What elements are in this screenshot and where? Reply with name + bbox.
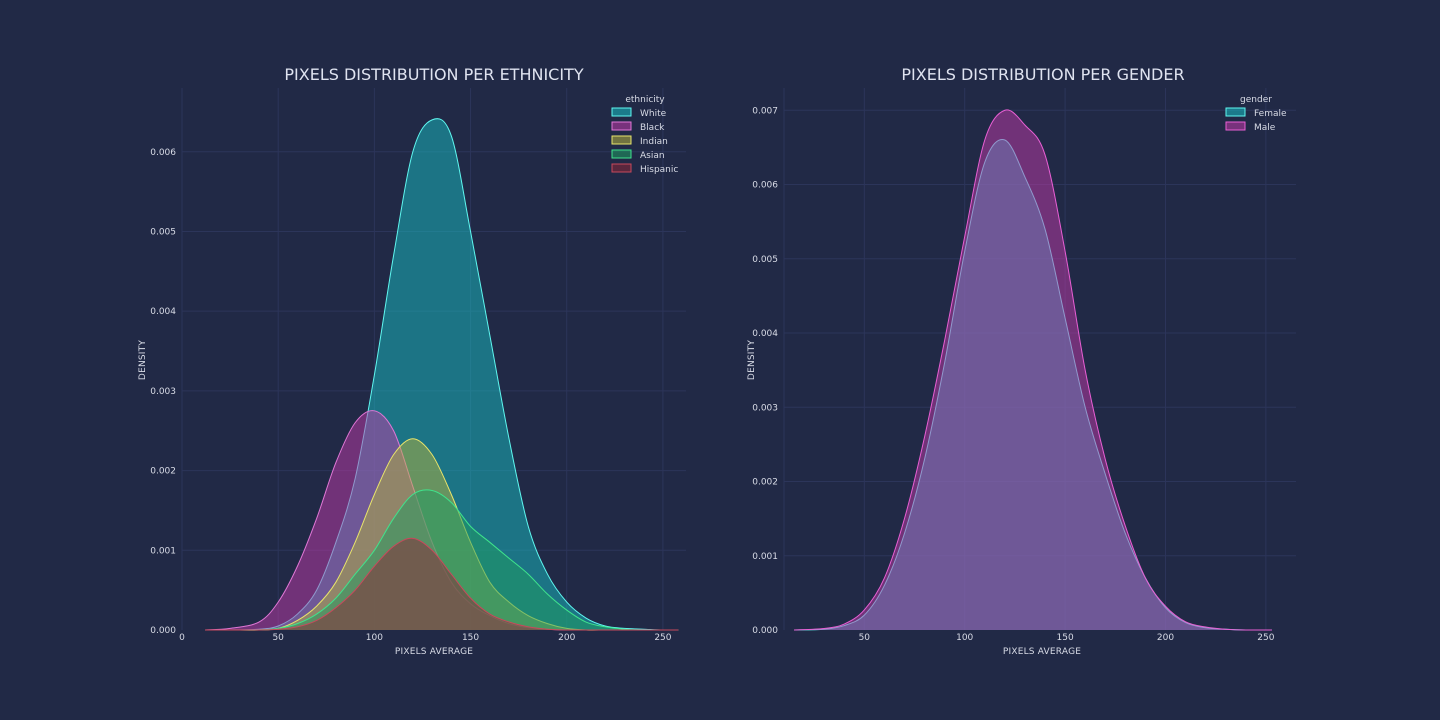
legend-item-hispanic: Hispanic — [611, 163, 678, 175]
gender-y-axis-label: DENSITY — [747, 340, 757, 380]
ethnicity-area-white — [205, 118, 679, 631]
legend-label-asian: Asian — [640, 151, 665, 161]
gender-x-tick-label: 250 — [1257, 633, 1274, 643]
legend-swatch-hispanic — [611, 163, 632, 173]
ethnicity-y-tick-label: 0.001 — [150, 546, 176, 556]
legend-label-indian: Indian — [640, 137, 668, 147]
ethnicity-y-axis-label: DENSITY — [138, 340, 148, 380]
gender-y-ticks: 0.000 0.001 0.002 0.003 0.004 0.005 0.006 0.007 — [752, 106, 778, 636]
gender-y-tick-label: 0.007 — [752, 106, 778, 116]
ethnicity-legend-title: ethnicity — [625, 95, 665, 105]
gender-x-axis-label: PIXELS AVERAGE — [1003, 647, 1081, 657]
gender-y-tick-label: 0.006 — [752, 181, 778, 191]
gender-x-tick-label: 100 — [956, 633, 973, 643]
gender-y-tick-label: 0.001 — [752, 552, 778, 562]
legend-item-white: White — [611, 107, 667, 119]
ethnicity-x-tick-label: 150 — [462, 633, 479, 643]
gender-line-male — [794, 109, 1272, 631]
ethnicity-y-tick-label: 0.003 — [150, 387, 176, 397]
gender-y-tick-label: 0.002 — [752, 478, 778, 488]
ethnicity-legend: ethnicity White Black Indian Asian Hispanic — [611, 95, 678, 175]
gender-chart: 50 100 150 200 250 0.000 0.001 0.002 0.003 0.004… — [747, 65, 1296, 657]
gender-grid — [783, 88, 1296, 630]
legend-item-black: Black — [611, 121, 665, 133]
legend-swatch-asian — [611, 149, 632, 159]
legend-swatch-white — [611, 107, 632, 117]
gender-y-tick-label: 0.005 — [752, 255, 778, 265]
ethnicity-x-tick-label: 200 — [558, 633, 575, 643]
ethnicity-area-asian — [205, 489, 679, 631]
ethnicity-area-black — [205, 410, 679, 631]
gender-legend-title: gender — [1240, 95, 1272, 105]
ethnicity-y-tick-label: 0.005 — [150, 227, 176, 237]
legend-label-male: Male — [1254, 123, 1276, 133]
legend-swatch-male — [1225, 121, 1246, 131]
ethnicity-y-tick-label: 0.002 — [150, 467, 176, 477]
legend-label-female: Female — [1254, 109, 1287, 119]
ethnicity-y-tick-label: 0.000 — [150, 626, 176, 636]
ethnicity-y-ticks: 0.000 0.001 0.002 0.003 0.004 0.005 0.006 — [150, 148, 176, 636]
ethnicity-y-tick-label: 0.006 — [150, 148, 176, 158]
legend-swatch-indian — [611, 135, 632, 145]
ethnicity-chart-title: PIXELS DISTRIBUTION PER ETHNICITY — [284, 65, 583, 84]
ethnicity-area-hispanic — [205, 538, 679, 631]
gender-chart-title: PIXELS DISTRIBUTION PER GENDER — [901, 65, 1184, 84]
ethnicity-x-tick-label: 100 — [366, 633, 383, 643]
legend-label-hispanic: Hispanic — [640, 165, 678, 175]
gender-y-tick-label: 0.000 — [752, 626, 778, 636]
ethnicity-x-ticks: 0 50 100 150 200 250 — [179, 633, 672, 643]
ethnicity-line-asian — [205, 489, 679, 631]
ethnicity-x-axis-label: PIXELS AVERAGE — [395, 647, 473, 657]
legend-swatch-female — [1225, 107, 1246, 117]
legend-swatch-black — [611, 121, 632, 131]
gender-x-tick-label: 150 — [1057, 633, 1074, 643]
gender-x-ticks: 50 100 150 200 250 — [859, 633, 1275, 643]
gender-legend: gender Female Male — [1225, 95, 1287, 133]
ethnicity-x-tick-label: 250 — [654, 633, 671, 643]
legend-item-indian: Indian — [611, 135, 668, 147]
ethnicity-x-tick-label: 50 — [272, 633, 284, 643]
legend-item-male: Male — [1225, 121, 1276, 133]
legend-item-asian: Asian — [611, 149, 665, 161]
legend-label-black: Black — [640, 123, 665, 133]
gender-areas — [794, 109, 1272, 631]
gender-x-tick-label: 50 — [859, 633, 871, 643]
gender-y-tick-label: 0.004 — [752, 329, 778, 339]
ethnicity-line-hispanic — [205, 537, 679, 631]
gender-x-tick-label: 200 — [1157, 633, 1174, 643]
gender-area-male — [794, 109, 1272, 631]
legend-label-white: White — [640, 109, 667, 119]
ethnicity-areas — [205, 118, 679, 631]
ethnicity-x-tick-label: 0 — [179, 633, 185, 643]
gender-y-tick-label: 0.003 — [752, 403, 778, 413]
ethnicity-chart: 0 50 100 150 200 250 0.0000.0010.0020.0030.00… — [138, 65, 686, 657]
legend-item-female: Female — [1225, 107, 1287, 119]
ethnicity-y-tick-label: 0.004 — [150, 307, 176, 317]
